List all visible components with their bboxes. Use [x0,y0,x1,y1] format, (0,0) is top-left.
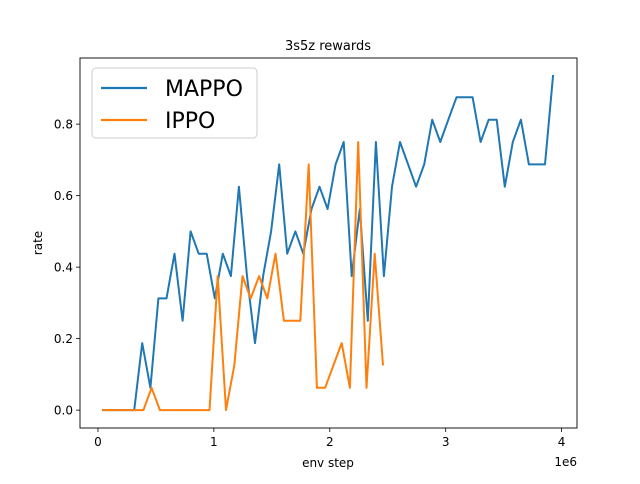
chart-title: 3s5z rewards [285,39,371,54]
series-line-ippo [102,141,384,412]
x-tick-label: 3 [442,435,450,449]
series-layer [102,74,555,412]
x-tick-label: 0 [94,435,102,449]
series-line-mappo [102,74,555,412]
legend-label-ippo: IPPO [165,109,215,134]
y-tick-label: 0.4 [54,261,73,275]
x-tick-label: 2 [326,435,334,449]
x-axis-multiplier: 1e6 [554,455,577,469]
x-axis-label: env step [302,456,354,470]
y-axis-label: rate [31,231,45,255]
legend: MAPPO IPPO [91,67,258,139]
y-tick-label: 0.8 [54,118,73,132]
x-tick-label: 1 [210,435,218,449]
y-tick-label: 0.0 [54,404,73,418]
x-tick-label: 4 [558,435,566,449]
y-tick-label: 0.2 [54,332,73,346]
y-tick-label: 0.6 [54,189,73,203]
legend-label-mappo: MAPPO [165,77,243,102]
ticks-layer: 0 1 2 3 4 0.0 0.2 0.4 0.6 0.8 [54,118,565,449]
plot-frame [79,57,578,429]
